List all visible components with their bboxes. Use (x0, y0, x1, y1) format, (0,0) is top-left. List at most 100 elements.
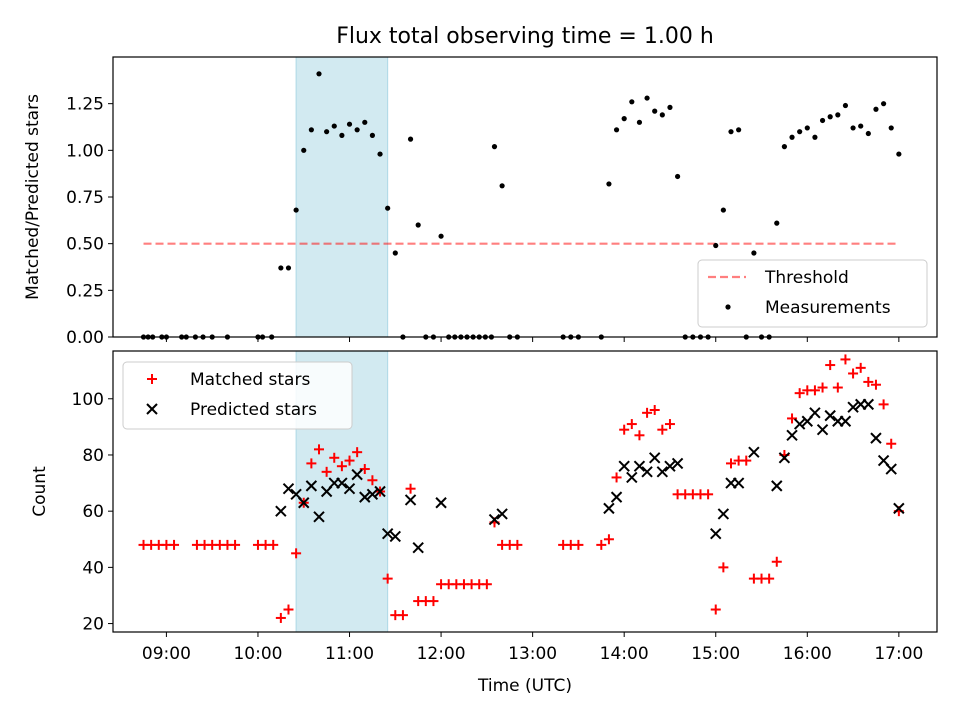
predicted-point (893, 502, 905, 515)
predicted-point (374, 485, 386, 498)
x-tick-label: 15:00 (691, 644, 740, 664)
measurement-point (385, 205, 391, 211)
matched-point (306, 458, 317, 469)
predicted-point (847, 401, 859, 413)
measurement-point (835, 112, 841, 118)
predicted-point (404, 494, 417, 506)
measurement-point (880, 101, 887, 107)
measurement-point (789, 134, 795, 140)
measurement-point (491, 144, 498, 150)
measurement-point (606, 181, 612, 187)
measurement-point (301, 147, 307, 153)
matched-point (336, 461, 347, 472)
predicted-point (610, 491, 623, 503)
matched-point (481, 579, 492, 590)
matched-point (619, 424, 630, 435)
matched-point (771, 556, 782, 567)
measurement-point (499, 183, 505, 189)
predicted-point (313, 511, 325, 523)
y-tick-label: 60 (82, 502, 104, 522)
measurement-point (667, 104, 673, 110)
matched-point (718, 562, 729, 573)
count-panel: 20 40 60 80 100 09:00 10:00 11:00 12:00 13:00 14:0… (30, 350, 938, 696)
y-tick-label: 40 (82, 558, 104, 578)
measurement-point (438, 233, 444, 239)
measurement-point (392, 250, 398, 256)
matched-point (649, 405, 660, 416)
matched-point (397, 610, 408, 621)
measurement-point (781, 144, 788, 150)
matched-point (664, 419, 675, 430)
measurement-point (369, 132, 376, 138)
x-tick-label: 16:00 (783, 644, 832, 664)
legend-label: Measurements (765, 298, 891, 318)
predicted-point (816, 423, 829, 436)
measurement-point (842, 102, 849, 109)
predicted-point (282, 482, 295, 495)
measurement-point (377, 151, 383, 157)
matched-point (573, 539, 584, 550)
measurement-point (865, 130, 871, 137)
measurement-point (278, 265, 284, 271)
y-tick-label: 0.25 (66, 281, 104, 301)
measurement-point (804, 125, 810, 131)
matched-point (275, 612, 286, 623)
y-axis-label: Matched/Predicted stars (23, 94, 43, 300)
measurement-point (713, 242, 719, 249)
chart-title: Flux total observing time = 1.00 h (336, 24, 714, 49)
legend-measurement-swatch (725, 304, 731, 310)
x-tick-label: 17:00 (874, 644, 923, 664)
measurement-point (621, 116, 627, 122)
predicted-point (336, 477, 348, 489)
matched-point (710, 604, 721, 615)
x-tick-label: 14:00 (600, 644, 649, 664)
predicted-point (710, 527, 722, 540)
measurement-point (331, 123, 337, 129)
matched-point (848, 368, 859, 379)
predicted-point (732, 477, 745, 489)
matched-point (283, 604, 294, 615)
legend: Threshold Measurements (697, 259, 928, 328)
matched-point (817, 382, 828, 393)
measurement-point (362, 119, 368, 125)
matched-point (764, 573, 775, 584)
matched-point (611, 472, 622, 483)
measurement-point (812, 134, 818, 140)
matched-point (741, 455, 752, 466)
y-axis-label: Count (30, 466, 50, 517)
measurement-point (774, 220, 780, 226)
predicted-point (435, 497, 447, 509)
measurement-point (728, 129, 734, 135)
predicted-point (298, 497, 310, 509)
legend-label: Matched stars (190, 370, 310, 390)
matched-point (512, 539, 523, 550)
series-predicted-stars (275, 398, 905, 554)
matched-point (344, 455, 355, 466)
measurement-point (850, 125, 856, 131)
predicted-point (305, 480, 318, 492)
measurement-point (316, 71, 322, 77)
measurement-point (415, 222, 421, 228)
y-tick-label: 1.00 (66, 141, 104, 161)
matched-point (809, 385, 820, 396)
measurement-point (629, 99, 635, 105)
predicted-point (359, 491, 371, 503)
legend-box (697, 259, 928, 328)
measurement-point (293, 207, 299, 213)
predicted-point (717, 508, 730, 520)
predicted-point (618, 460, 630, 472)
predicted-point (633, 460, 646, 472)
predicted-point (778, 452, 791, 464)
matched-point (352, 447, 363, 458)
measurement-point (751, 250, 757, 256)
predicted-point (786, 429, 798, 442)
legend: Matched stars Predicted stars (122, 361, 353, 430)
measurement-point (819, 117, 826, 124)
measurement-point (858, 123, 864, 129)
matched-point (603, 534, 614, 545)
x-tick-label: 13:00 (508, 644, 557, 664)
matched-point (878, 399, 889, 410)
predicted-point (824, 409, 836, 422)
matched-point (428, 596, 439, 607)
